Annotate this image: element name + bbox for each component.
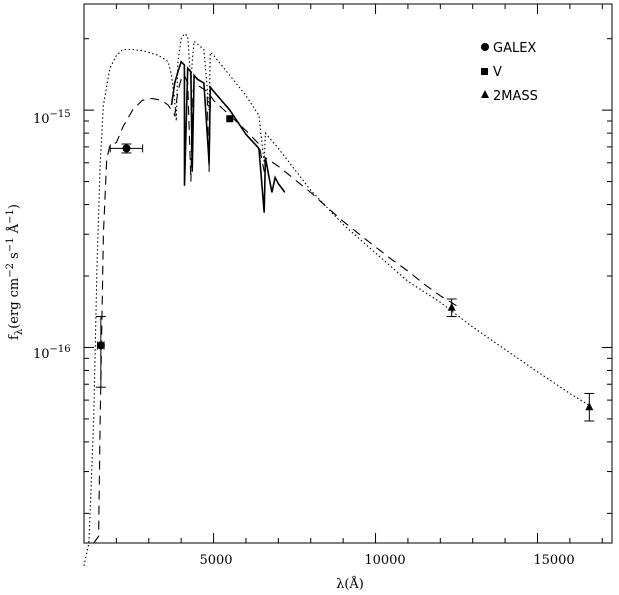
- x-tick-label-5000: 5000: [199, 553, 232, 568]
- legend-circle-marker: [481, 43, 489, 51]
- axis-ticks: [83, 4, 612, 543]
- y-tick-label-1e-15: 10−15: [33, 109, 71, 127]
- y-axis-title: fλ(erg cm−2 s−1 Å−1): [5, 204, 25, 340]
- photometry-points: [95, 115, 595, 422]
- x-tick-label-15000: 15000: [533, 553, 574, 568]
- model-curves: [83, 32, 590, 567]
- plot-frame: [83, 3, 613, 544]
- legend-label-galex: GALEX: [493, 41, 536, 56]
- legend-label-2mass: 2MASS: [493, 89, 538, 104]
- galex-point: [122, 144, 131, 153]
- series-dotted-line: [83, 32, 590, 567]
- legend-square-marker: [481, 68, 488, 75]
- v-point: [226, 115, 234, 123]
- galex-point: [96, 341, 105, 350]
- y-tick-label-1e-16: 10−16: [33, 344, 71, 362]
- legend-triangle-marker: [481, 90, 489, 98]
- 2mass-point: [447, 302, 456, 311]
- legend: GALEX V 2MASS: [481, 41, 538, 104]
- 2mass-point: [585, 402, 594, 411]
- series-dashed-line: [93, 74, 457, 544]
- series-solid-line: [170, 60, 286, 213]
- x-axis-title: λ(Å): [336, 576, 364, 592]
- legend-label-v: V: [493, 65, 502, 80]
- x-tick-label-10000: 10000: [364, 553, 405, 568]
